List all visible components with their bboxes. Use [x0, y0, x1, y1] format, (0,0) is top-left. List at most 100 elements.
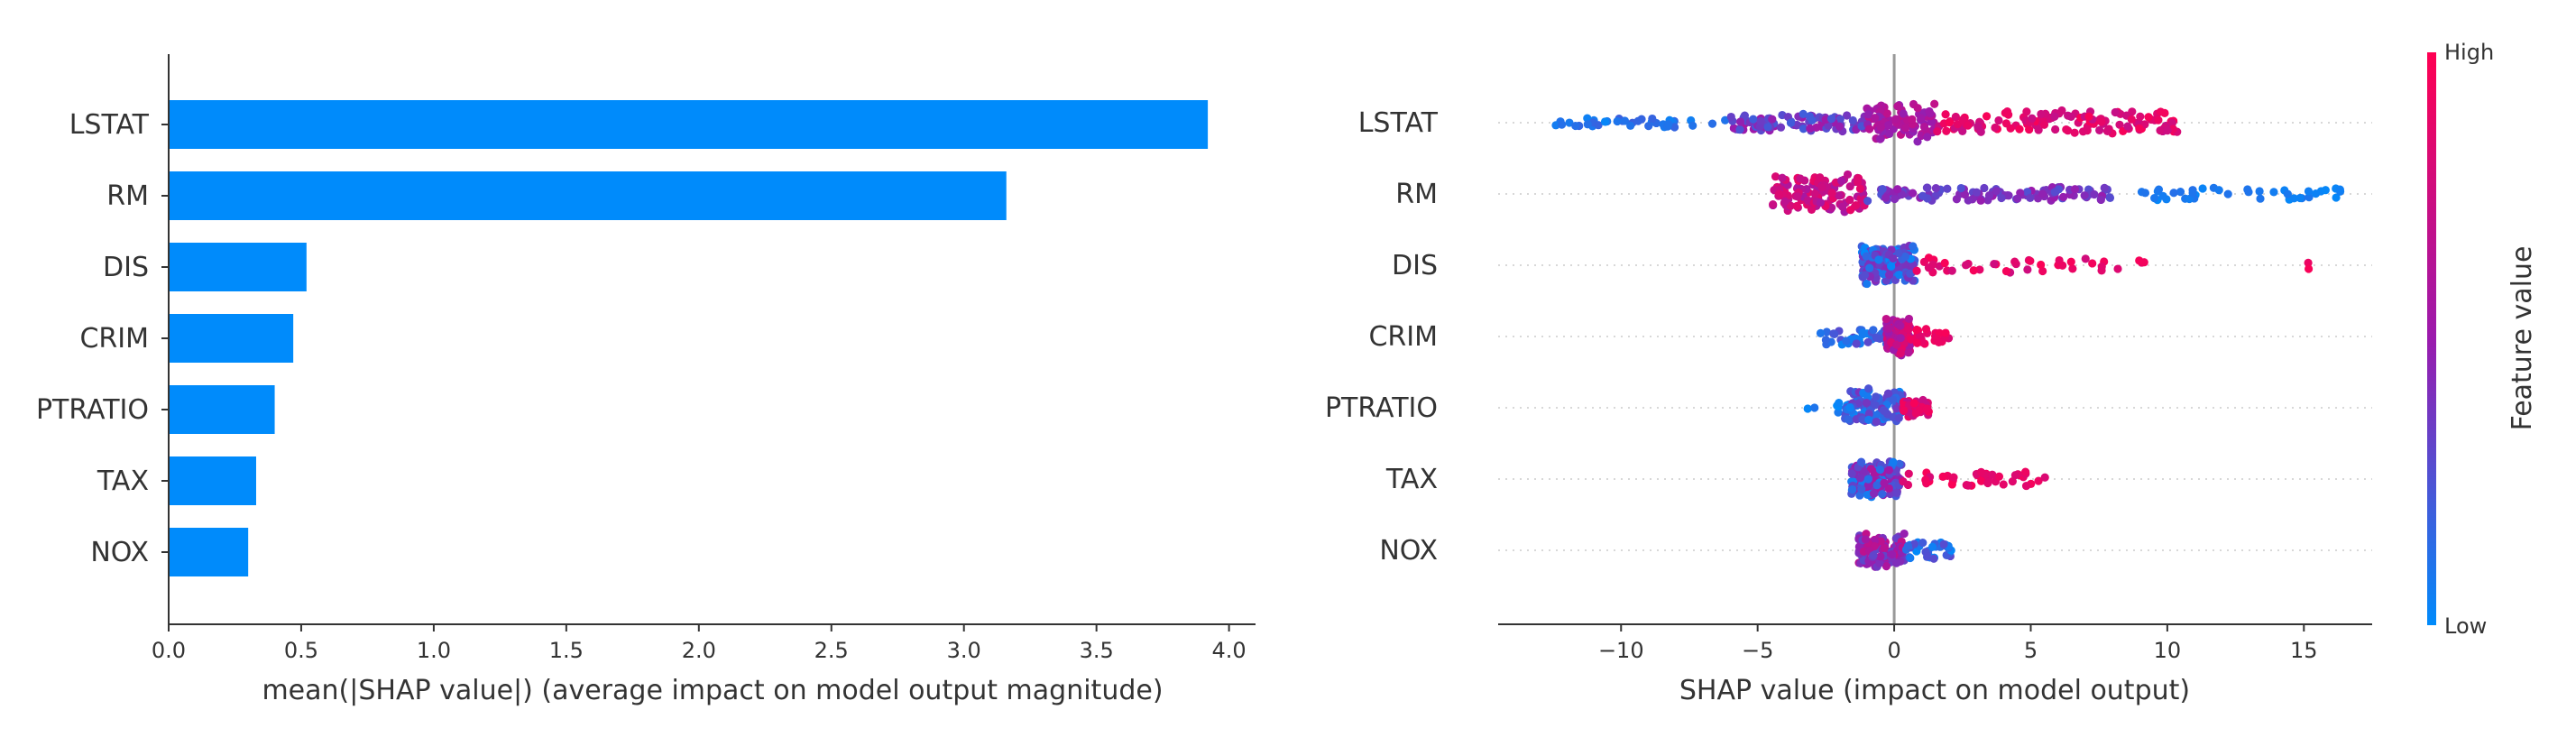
beeswarm-dot-crim [1941, 328, 1950, 337]
beeswarm-dot-rm [1931, 184, 1940, 193]
beeswarm-dot-rm [1793, 192, 1802, 201]
beeswarm-dot-tax [2034, 476, 2043, 485]
beeswarm-dot-ptratio [1835, 398, 1844, 408]
beeswarm-dot-lstat [2037, 109, 2046, 119]
colorbar-gradient [2427, 52, 2436, 625]
beeswarm-dot-crim [1822, 327, 1831, 337]
bar-x-ticks: 0.0 0.5 1.0 1.5 2.0 2.5 3.0 3.5 4.0 [152, 624, 1247, 663]
beeswarm-dot-tax [1847, 469, 1856, 478]
bar-x-tick-label: 3.5 [1080, 638, 1114, 663]
beeswarm-dot-lstat [2095, 125, 2104, 134]
beeswarm-dot-ptratio [1880, 406, 1889, 416]
beeswarm-dot-lstat [2028, 114, 2037, 123]
bar-x-tick-label: 3.0 [947, 638, 981, 663]
beeswarm-dot-rm [1816, 198, 1825, 207]
beeswarm-feature-label: LSTAT [1358, 107, 1439, 139]
beeswarm-dot-lstat [2127, 115, 2136, 124]
beeswarm-dot-rm [1972, 188, 1982, 197]
beeswarm-dot-crim [1821, 336, 1830, 345]
beeswarm-dot-rm [2059, 192, 2068, 202]
bar-crim [169, 314, 294, 363]
beeswarm-dot-lstat [1865, 124, 1874, 134]
beeswarm-dot-rm [2154, 185, 2164, 194]
beeswarm-dot-crim [1912, 325, 1921, 335]
beeswarm-dot-lstat [1901, 124, 1910, 133]
beeswarm-dot-lstat [1982, 112, 1992, 121]
beeswarm-dot-dis [2139, 258, 2148, 267]
beeswarm-dot-rm [1909, 189, 1918, 198]
beeswarm-dot-lstat [2163, 126, 2172, 135]
beeswarm-dot-rm [1845, 206, 1855, 215]
beeswarm-dot-rm [1771, 172, 1780, 181]
beeswarm-dot-lstat [1583, 120, 1592, 129]
beeswarm-dot-nox [1869, 550, 1878, 560]
beeswarm-dot-lstat [1893, 102, 1902, 111]
beeswarm-dot-lstat [1933, 127, 1942, 136]
beeswarm-x-tick-label: −10 [1598, 638, 1644, 663]
bar-x-tick-label: 4.0 [1212, 638, 1247, 663]
beeswarm-dot-lstat [1891, 115, 1900, 124]
beeswarm-dot-lstat [1951, 112, 1960, 122]
beeswarm-dot-crim [1816, 328, 1826, 338]
beeswarm-dot-dis [1889, 254, 1898, 263]
beeswarm-dot-rm [1918, 191, 1927, 200]
beeswarm-dot-lstat [2022, 107, 2031, 116]
beeswarm-dot-tax [1872, 481, 1881, 490]
beeswarm-dot-rm [2176, 188, 2185, 197]
beeswarm-dot-lstat [2084, 112, 2093, 121]
bar-chart-panel: LSTAT RM DIS CRIM PTRATIO TAX NOX 0.0 0.5 1.0 1.5… [36, 54, 1256, 706]
beeswarm-dot-lstat [2144, 113, 2153, 122]
beeswarm-dot-lstat [1707, 119, 1717, 128]
beeswarm-dot-tax [1884, 484, 1893, 493]
beeswarm-x-tick-label: 10 [2154, 638, 2182, 663]
beeswarm-dot-rm [1976, 196, 1985, 205]
beeswarm-dot-lstat [1583, 114, 1592, 123]
beeswarm-dot-crim [1872, 333, 1881, 342]
beeswarm-dot-nox [1906, 553, 1915, 563]
beeswarm-dot-ptratio [1872, 417, 1881, 427]
colorbar-low-label: Low [2444, 613, 2487, 639]
beeswarm-dot-lstat [1917, 114, 1926, 123]
bar-feature-label: DIS [103, 252, 149, 283]
beeswarm-dot-tax [2021, 467, 2030, 476]
beeswarm-dot-tax [1949, 473, 1958, 482]
beeswarm-dot-lstat [1613, 116, 1622, 126]
beeswarm-dot-rm [2013, 194, 2022, 203]
beeswarm-feature-label: RM [1395, 179, 1438, 210]
beeswarm-dot-rm [2295, 193, 2305, 203]
beeswarm-dot-dis [1874, 255, 1883, 264]
beeswarm-dot-rm [2289, 194, 2299, 203]
beeswarm-dot-ptratio [1844, 415, 1853, 424]
bar-marks [169, 100, 1209, 576]
beeswarm-dot-rm [2305, 193, 2314, 202]
beeswarm-dot-lstat [1808, 115, 1817, 124]
beeswarm-dot-rm [1838, 202, 1847, 211]
beeswarm-dot-dis [1924, 263, 1934, 272]
beeswarm-dot-rm [1984, 191, 1994, 200]
beeswarm-dot-lstat [1735, 117, 1745, 126]
beeswarm-dot-rm [2169, 189, 2178, 198]
beeswarm-dot-lstat [1799, 109, 1808, 118]
beeswarm-dot-rm [2311, 189, 2321, 198]
beeswarm-dot-ptratio [1862, 398, 1872, 408]
bar-nox [169, 528, 249, 576]
beeswarm-dot-nox [1888, 550, 1897, 559]
beeswarm-dot-ptratio [1900, 406, 1909, 415]
beeswarm-dot-crim [1896, 334, 1905, 343]
beeswarm-dot-dis [2037, 260, 2046, 270]
beeswarm-x-tick-label: −5 [1742, 638, 1773, 663]
beeswarm-dot-ptratio [1892, 404, 1901, 413]
beeswarm-dot-lstat [1899, 109, 1908, 118]
beeswarm-dot-rm [1803, 196, 1812, 205]
beeswarm-x-tick-label: 15 [2290, 638, 2318, 663]
beeswarm-dot-tax [1938, 472, 1947, 482]
beeswarm-dot-lstat [2057, 106, 2066, 115]
beeswarm-dot-dis [1912, 266, 1921, 275]
beeswarm-dot-lstat [1648, 114, 1657, 124]
beeswarm-dot-lstat [1799, 124, 1808, 134]
beeswarm-dot-dis [1894, 249, 1903, 258]
beeswarm-dot-lstat [1688, 121, 1697, 130]
beeswarm-dot-lstat [1763, 123, 1772, 132]
beeswarm-dot-ptratio [1803, 404, 1812, 413]
beeswarm-dot-lstat [1644, 122, 1653, 131]
